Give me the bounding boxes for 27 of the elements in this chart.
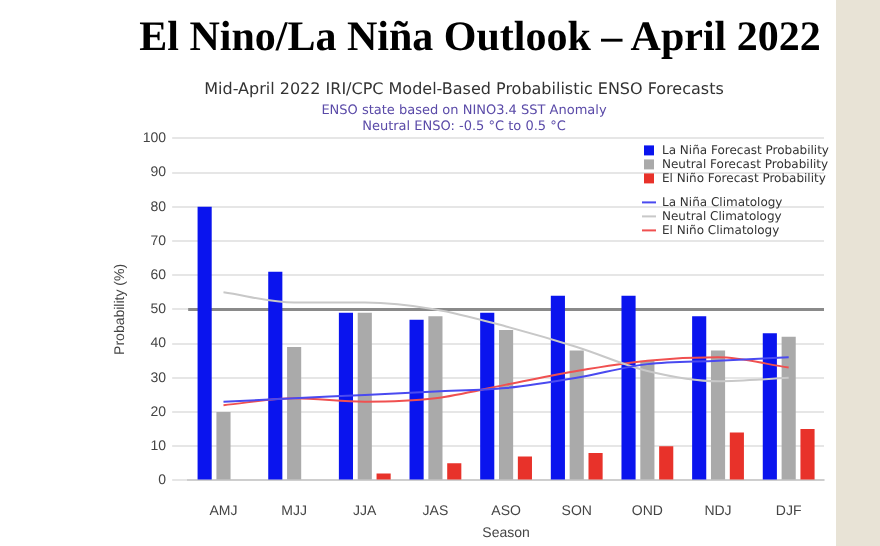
bar xyxy=(197,206,212,480)
bar xyxy=(447,463,462,480)
bar xyxy=(428,316,443,480)
bar xyxy=(268,271,283,480)
bar xyxy=(216,412,231,480)
bar xyxy=(517,456,532,480)
bar xyxy=(550,295,565,480)
bar xyxy=(569,350,584,480)
bar xyxy=(287,347,302,480)
chart-title: El Nino/La Niña Outlook – April 2022 xyxy=(137,9,823,63)
bar xyxy=(640,360,655,480)
bar xyxy=(338,312,354,480)
bar xyxy=(762,333,777,480)
bar xyxy=(692,316,707,480)
bar xyxy=(480,312,495,480)
bar xyxy=(588,453,603,480)
bar xyxy=(499,329,514,480)
bar xyxy=(659,446,674,480)
bar xyxy=(781,336,796,480)
bar xyxy=(710,350,726,480)
bar xyxy=(621,295,636,480)
line-series xyxy=(222,291,790,383)
bar xyxy=(800,429,815,480)
bar xyxy=(357,312,372,480)
bar xyxy=(409,319,424,480)
bar xyxy=(729,432,744,480)
chart-subtitle: Mid-April 2022 IRI/CPC Model-Based Probabilistic ENSO Forecasts xyxy=(204,79,724,98)
